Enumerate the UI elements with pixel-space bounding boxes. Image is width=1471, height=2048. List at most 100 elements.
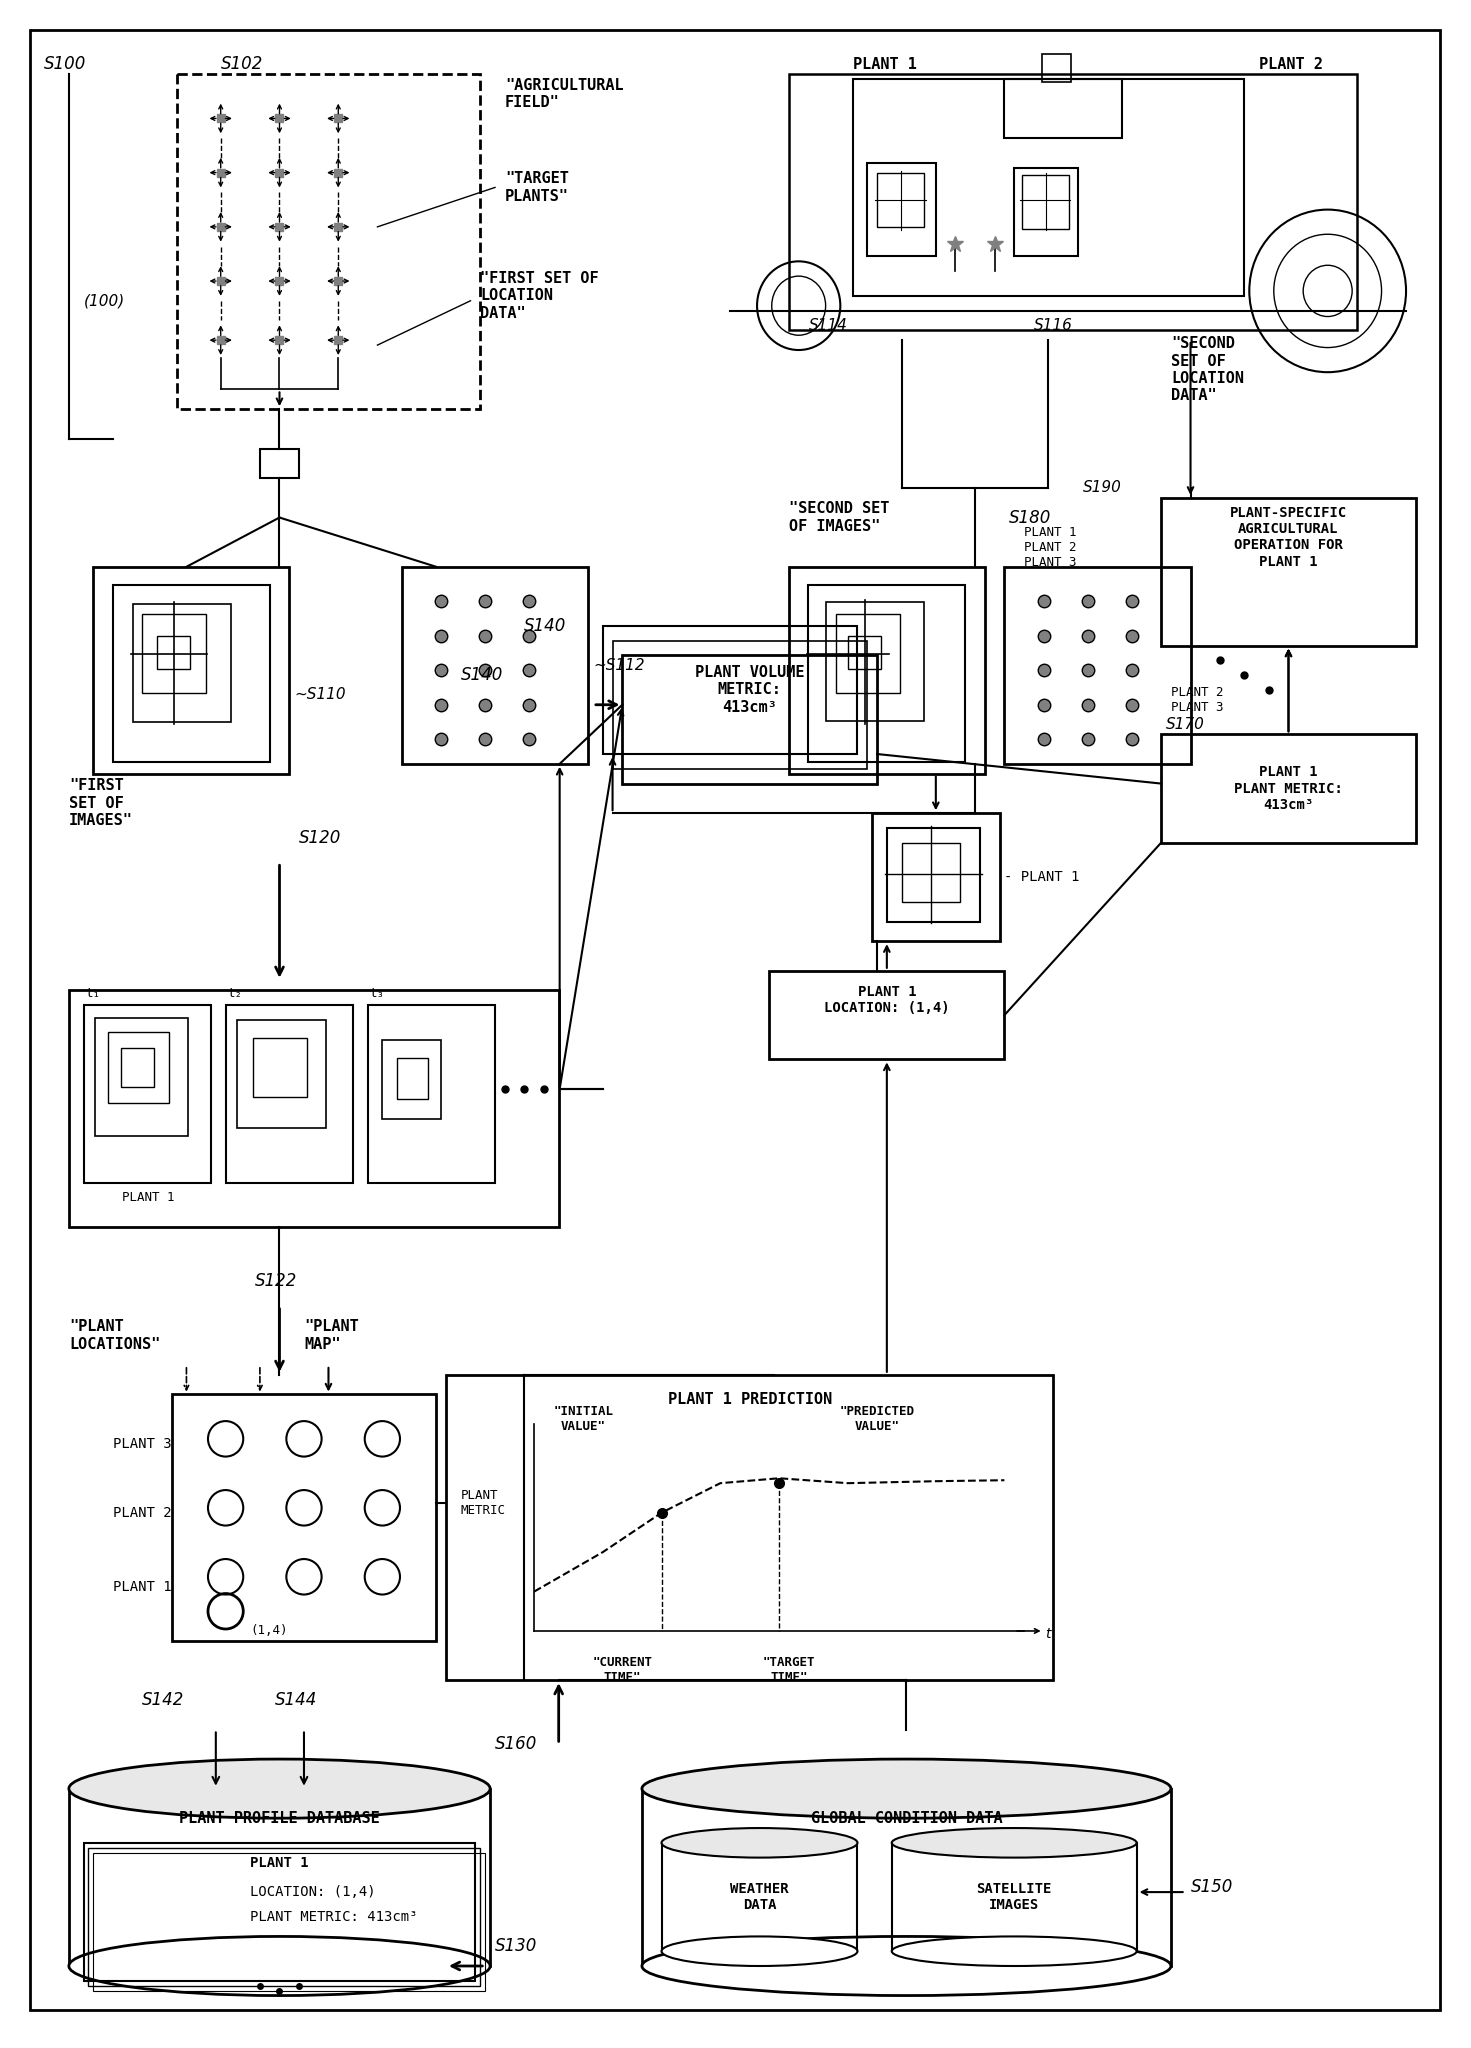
Bar xyxy=(887,827,980,922)
Text: "TARGET
PLANTS": "TARGET PLANTS" xyxy=(505,172,569,203)
Text: PLANT 3: PLANT 3 xyxy=(113,1438,172,1450)
Bar xyxy=(769,971,1005,1059)
Bar xyxy=(113,584,269,762)
Text: PLANT 1
LOCATION: (1,4): PLANT 1 LOCATION: (1,4) xyxy=(824,985,950,1016)
Bar xyxy=(788,567,984,774)
Bar xyxy=(662,1843,858,1952)
Bar xyxy=(96,1018,188,1137)
Bar xyxy=(88,1847,481,1987)
Text: S190: S190 xyxy=(1083,481,1122,496)
Bar xyxy=(622,655,877,784)
Text: "SECOND SET
OF IMAGES": "SECOND SET OF IMAGES" xyxy=(788,502,890,535)
Text: PLANT 2: PLANT 2 xyxy=(1259,57,1322,72)
Text: PLANT PROFILE DATABASE: PLANT PROFILE DATABASE xyxy=(179,1810,380,1825)
Bar xyxy=(868,162,936,256)
Bar xyxy=(1161,735,1415,842)
Ellipse shape xyxy=(662,1829,858,1858)
Text: PLANT
METRIC: PLANT METRIC xyxy=(460,1489,506,1518)
Text: S160: S160 xyxy=(496,1735,537,1753)
Text: "SECOND
SET OF
LOCATION
DATA": "SECOND SET OF LOCATION DATA" xyxy=(1171,336,1244,403)
Text: PLANT VOLUME
METRIC:
413cm³: PLANT VOLUME METRIC: 413cm³ xyxy=(694,666,805,715)
Text: PLANT 2: PLANT 2 xyxy=(113,1505,172,1520)
Text: PLANT METRIC: 413cm³: PLANT METRIC: 413cm³ xyxy=(250,1909,418,1923)
Text: PLANT 1
PLANT 2
PLANT 3: PLANT 1 PLANT 2 PLANT 3 xyxy=(1024,526,1077,569)
Bar xyxy=(69,1788,490,1966)
Text: S144: S144 xyxy=(275,1692,316,1708)
Bar xyxy=(836,614,900,692)
Text: ~S110: ~S110 xyxy=(294,688,346,702)
Bar xyxy=(172,1395,437,1640)
Text: S122: S122 xyxy=(254,1272,297,1290)
Bar xyxy=(132,604,231,723)
Bar xyxy=(225,1006,353,1182)
Text: "FIRST SET OF
LOCATION
DATA": "FIRST SET OF LOCATION DATA" xyxy=(481,270,599,322)
Text: S140: S140 xyxy=(524,616,566,635)
Text: "INITIAL
VALUE": "INITIAL VALUE" xyxy=(553,1405,613,1434)
Bar xyxy=(1005,80,1122,137)
Text: t₃: t₃ xyxy=(369,987,384,999)
Text: t: t xyxy=(1046,1626,1052,1640)
Text: S102: S102 xyxy=(221,55,263,74)
Text: (1,4): (1,4) xyxy=(250,1624,288,1638)
Bar xyxy=(237,1020,325,1128)
Ellipse shape xyxy=(891,1829,1137,1858)
Bar xyxy=(177,74,481,410)
Text: (100): (100) xyxy=(84,293,125,309)
Text: PLANT-SPECIFIC
AGRICULTURAL
OPERATION FOR
PLANT 1: PLANT-SPECIFIC AGRICULTURAL OPERATION FO… xyxy=(1230,506,1347,569)
Bar xyxy=(1014,168,1078,256)
Text: S114: S114 xyxy=(809,317,847,334)
Text: PLANT 1: PLANT 1 xyxy=(853,57,916,72)
Text: PLANT 2
PLANT 3: PLANT 2 PLANT 3 xyxy=(1171,686,1224,715)
Text: S100: S100 xyxy=(44,55,87,74)
Bar xyxy=(143,614,206,692)
Text: PLANT 1 PREDICTION: PLANT 1 PREDICTION xyxy=(668,1393,831,1407)
Bar xyxy=(847,635,881,670)
Bar xyxy=(260,449,299,477)
Bar xyxy=(368,1006,496,1182)
Ellipse shape xyxy=(641,1759,1171,1819)
Text: S180: S180 xyxy=(1009,508,1052,526)
Bar xyxy=(93,567,290,774)
Bar xyxy=(788,74,1358,330)
Text: "PLANT
MAP": "PLANT MAP" xyxy=(304,1319,359,1352)
Ellipse shape xyxy=(662,1937,858,1966)
Bar xyxy=(1022,174,1069,229)
Bar xyxy=(253,1038,307,1098)
Text: "PREDICTED
VALUE": "PREDICTED VALUE" xyxy=(840,1405,915,1434)
Bar xyxy=(1161,498,1415,645)
Text: PLANT 1: PLANT 1 xyxy=(122,1192,175,1204)
Text: t₂: t₂ xyxy=(228,987,243,999)
Text: S170: S170 xyxy=(1167,717,1205,731)
Text: PLANT 1: PLANT 1 xyxy=(113,1579,172,1593)
Text: GLOBAL CONDITION DATA: GLOBAL CONDITION DATA xyxy=(811,1810,1002,1825)
Text: WEATHER
DATA: WEATHER DATA xyxy=(730,1882,788,1913)
Bar xyxy=(84,1006,210,1182)
Text: S120: S120 xyxy=(299,829,341,846)
Text: S140: S140 xyxy=(460,666,503,684)
Bar xyxy=(157,635,190,670)
Text: S116: S116 xyxy=(1034,317,1072,334)
Ellipse shape xyxy=(69,1937,490,1995)
Text: "PLANT
LOCATIONS": "PLANT LOCATIONS" xyxy=(69,1319,160,1352)
Bar xyxy=(809,584,965,762)
Bar xyxy=(902,842,961,901)
Bar xyxy=(121,1049,154,1087)
Bar xyxy=(382,1040,441,1118)
Text: PLANT 1: PLANT 1 xyxy=(250,1855,309,1870)
Text: PLANT 1
PLANT METRIC:
413cm³: PLANT 1 PLANT METRIC: 413cm³ xyxy=(1234,766,1343,811)
Ellipse shape xyxy=(641,1937,1171,1995)
Ellipse shape xyxy=(891,1937,1137,1966)
Bar xyxy=(872,813,999,942)
Bar xyxy=(853,80,1244,295)
Bar xyxy=(877,172,924,227)
Bar xyxy=(1041,55,1071,82)
Bar xyxy=(84,1843,475,1980)
Bar xyxy=(641,1788,1171,1966)
Text: ~S112: ~S112 xyxy=(593,657,644,674)
Text: S150: S150 xyxy=(1190,1878,1233,1896)
Bar xyxy=(891,1843,1137,1952)
Bar xyxy=(446,1374,1053,1679)
Text: - PLANT 1: - PLANT 1 xyxy=(1005,870,1080,885)
Bar xyxy=(827,602,924,721)
Text: "AGRICULTURAL
FIELD": "AGRICULTURAL FIELD" xyxy=(505,78,624,111)
